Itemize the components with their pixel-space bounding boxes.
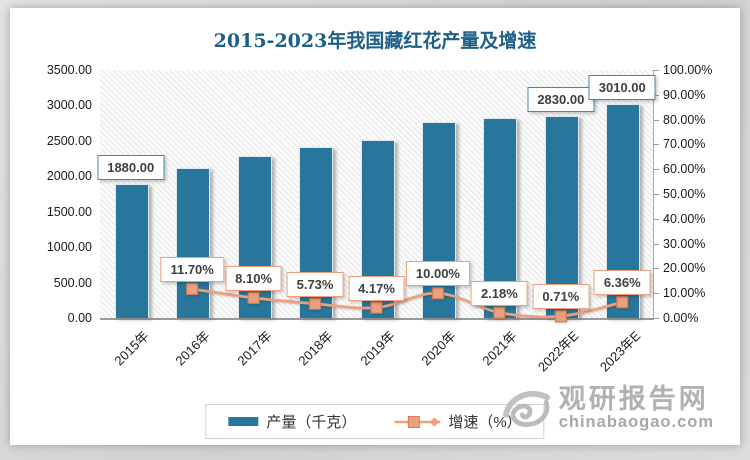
growth-label-2017年: 8.10% (225, 265, 283, 291)
x-axis-label-2015年: 2015年 (111, 328, 152, 369)
line-marker (431, 287, 445, 300)
watermark-site-url: chinabaogao.com (558, 413, 714, 431)
right-axis-tickmark (653, 144, 659, 146)
watermark: 观研报告网 chinabaogao.com (501, 383, 714, 433)
value-label-2023年E: 3010.00 (588, 74, 656, 100)
growth-line (186, 282, 629, 323)
x-axis-label-2019年: 2019年 (356, 328, 398, 369)
growth-label-2021年: 2.18% (470, 280, 528, 306)
right-axis-tickmark (653, 194, 659, 195)
x-axis-label-2020年: 2020年 (418, 328, 459, 369)
right-axis-tick: 100.00% (663, 63, 713, 77)
value-label-2022年E: 2830.00 (527, 87, 595, 113)
right-axis-tickmark (653, 243, 659, 245)
watermark-site-name: 观研报告网 (558, 384, 709, 414)
bar-2015年 (114, 183, 149, 318)
growth-label-2016年: 11.70% (160, 256, 224, 282)
line-marker (616, 296, 629, 309)
right-axis-tick: 40.00% (663, 211, 706, 226)
line-marker (308, 297, 322, 310)
right-axis-tickmark (653, 119, 659, 121)
legend: 产量（千克） 增速（%） (205, 404, 545, 439)
growth-label-2018年: 5.73% (286, 271, 344, 297)
growth-label-2022年E: 0.71% (532, 284, 590, 310)
x-axis-label-2016年: 2016年 (172, 328, 213, 369)
left-axis-tick: 2500.00 (46, 133, 92, 148)
value-label-2015年: 1880.00 (97, 154, 165, 180)
bar-series-swatch (228, 417, 259, 426)
right-axis-tick: 30.00% (663, 236, 706, 251)
right-axis-tickmark (653, 94, 659, 96)
left-axis-tick: 500.00 (53, 275, 92, 290)
bar-2017年 (237, 156, 272, 318)
growth-label-2020年: 10.00% (405, 261, 470, 287)
right-axis-tick: 10.00% (663, 286, 706, 301)
legend-label-growth: 增速（%） (448, 414, 522, 431)
x-axis-label-2018年: 2018年 (295, 328, 336, 369)
right-axis-tick: 0.00% (663, 311, 699, 325)
line-marker (554, 310, 567, 323)
right-axis-tick: 60.00% (663, 162, 706, 177)
right-axis-tick: 90.00% (663, 87, 706, 102)
left-axis-tick: 1000.00 (46, 240, 92, 255)
chart-title: 2015-2023年我国藏红花产量及增速 (213, 30, 537, 52)
left-axis-tick: 2000.00 (46, 169, 92, 184)
plot-area: 1880.00 2830.00 3010.00 11.70% 8.10% 5.73% 4.1… (97, 70, 656, 323)
growth-label-2023年E: 6.36% (593, 270, 651, 296)
left-axis-tick: 0.00 (67, 311, 92, 325)
right-axis-tickmark (653, 268, 659, 270)
right-axis-tick: 20.00% (663, 261, 706, 276)
chart-card: 2015-2023年我国藏红花产量及增速 1880.00 2830.00 3010.… (10, 8, 740, 445)
line-marker (493, 306, 506, 319)
x-axis-label-2017年: 2017年 (234, 328, 275, 369)
left-axis-tick: 1500.00 (46, 204, 92, 219)
right-axis-tickmark (653, 169, 659, 171)
legend-label-production: 产量（千克） (266, 414, 357, 431)
line-marker (186, 282, 199, 296)
watermark-logo-icon (502, 391, 550, 427)
x-axis-label-2021年: 2021年 (479, 328, 521, 369)
right-axis-tick: 50.00% (663, 187, 706, 201)
x-axis-label-2023年E: 2023年E (596, 328, 644, 375)
legend-item-production: 产量（千克） (228, 411, 356, 432)
line-series-swatch (394, 415, 441, 428)
right-axis-tickmark (653, 318, 659, 319)
line-marker (247, 291, 260, 305)
right-axis-tickmark (653, 293, 659, 295)
right-axis-tickmark (653, 70, 659, 71)
legend-item-growth: 增速（%） (394, 411, 522, 432)
left-axis-tick: 3000.00 (46, 98, 92, 113)
x-axis-label-2022年E: 2022年E (535, 328, 582, 375)
right-axis-tickmark (653, 218, 659, 220)
growth-label-2019年: 4.17% (348, 275, 405, 301)
line-marker (370, 301, 383, 314)
left-axis-tick: 3500.00 (46, 63, 92, 77)
right-axis-tick: 80.00% (663, 112, 706, 127)
right-axis-tick: 70.00% (663, 137, 706, 152)
